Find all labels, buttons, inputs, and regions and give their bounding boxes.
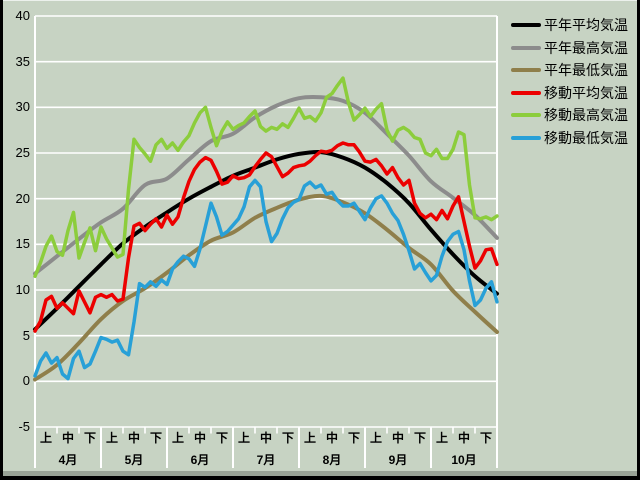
decade-label: 下 [347, 431, 361, 445]
series-line-moving-min[interactable] [33, 178, 499, 381]
series-line-normal-max[interactable] [33, 94, 499, 276]
month-label: 10月 [451, 453, 477, 467]
series-line-normal-mean[interactable] [33, 149, 499, 332]
decade-label: 上 [105, 431, 119, 445]
legend-swatch [511, 113, 541, 117]
legend-item-moving-max[interactable]: 移動最高気温 [511, 106, 628, 124]
decade-label: 中 [259, 431, 273, 445]
decade-label: 上 [39, 431, 53, 445]
decade-label: 中 [193, 431, 207, 445]
y-axis-tick-label: 25 [15, 145, 30, 160]
legend-item-moving-mean[interactable]: 移動平均気温 [511, 84, 628, 102]
legend-label: 平年平均気温 [544, 17, 628, 33]
legend-swatch [511, 23, 541, 27]
decade-label: 中 [61, 431, 75, 445]
series-line-moving-max[interactable] [33, 76, 499, 279]
decade-label: 上 [435, 431, 449, 445]
decade-label: 中 [127, 431, 141, 445]
y-axis-tick-label: 10 [15, 282, 30, 297]
decade-label: 上 [237, 431, 251, 445]
decade-label: 下 [149, 431, 163, 445]
legend-swatch [511, 68, 541, 72]
month-label: 4月 [58, 453, 78, 467]
y-axis-tick-label: 15 [15, 236, 30, 252]
legend-swatch [511, 135, 541, 140]
decade-label: 上 [369, 431, 383, 445]
y-axis-tick-label: 20 [15, 190, 30, 206]
decade-label: 下 [413, 431, 427, 445]
legend-label: 移動最高気温 [544, 107, 628, 123]
y-axis-tick-label: 40 [15, 8, 30, 23]
decade-label: 下 [215, 431, 229, 445]
legend-item-moving-min[interactable]: 移動最低気温 [511, 129, 628, 147]
decade-label: 下 [83, 431, 97, 445]
legend-swatch [511, 90, 541, 95]
month-label: 9月 [388, 453, 408, 467]
legend-label: 平年最低気温 [544, 62, 628, 78]
legend-swatch [511, 45, 541, 50]
decade-label: 下 [479, 431, 493, 445]
decade-label: 上 [171, 431, 185, 445]
frame-top-highlight [3, 0, 637, 1]
y-axis-tick-label: 35 [15, 53, 30, 69]
decade-label: 中 [391, 431, 405, 445]
legend-item-normal-mean[interactable]: 平年平均気温 [511, 16, 628, 34]
chart-surface [3, 1, 637, 471]
month-label: 8月 [322, 453, 342, 467]
series-line-moving-mean[interactable] [33, 141, 499, 333]
frame-bottom-shadow [3, 471, 637, 476]
legend-item-normal-max[interactable]: 平年最高気温 [511, 39, 628, 57]
month-label: 5月 [124, 453, 144, 467]
y-axis-tick-label: 5 [22, 327, 30, 343]
legend-label: 移動平均気温 [544, 84, 628, 101]
legend-label: 移動最低気温 [544, 129, 628, 146]
y-axis-tick-label: 30 [15, 99, 30, 115]
decade-label: 下 [281, 431, 295, 445]
legend-item-normal-min[interactable]: 平年最低気温 [511, 61, 628, 79]
month-label: 7月 [256, 453, 276, 467]
month-label: 6月 [190, 453, 210, 467]
decade-label: 中 [325, 431, 339, 445]
decade-label: 上 [303, 431, 317, 445]
y-axis-tick-label: -5 [18, 419, 30, 434]
legend-label: 平年最高気温 [544, 39, 628, 56]
decade-label: 中 [457, 431, 471, 445]
y-axis-tick-label: 0 [22, 373, 30, 389]
